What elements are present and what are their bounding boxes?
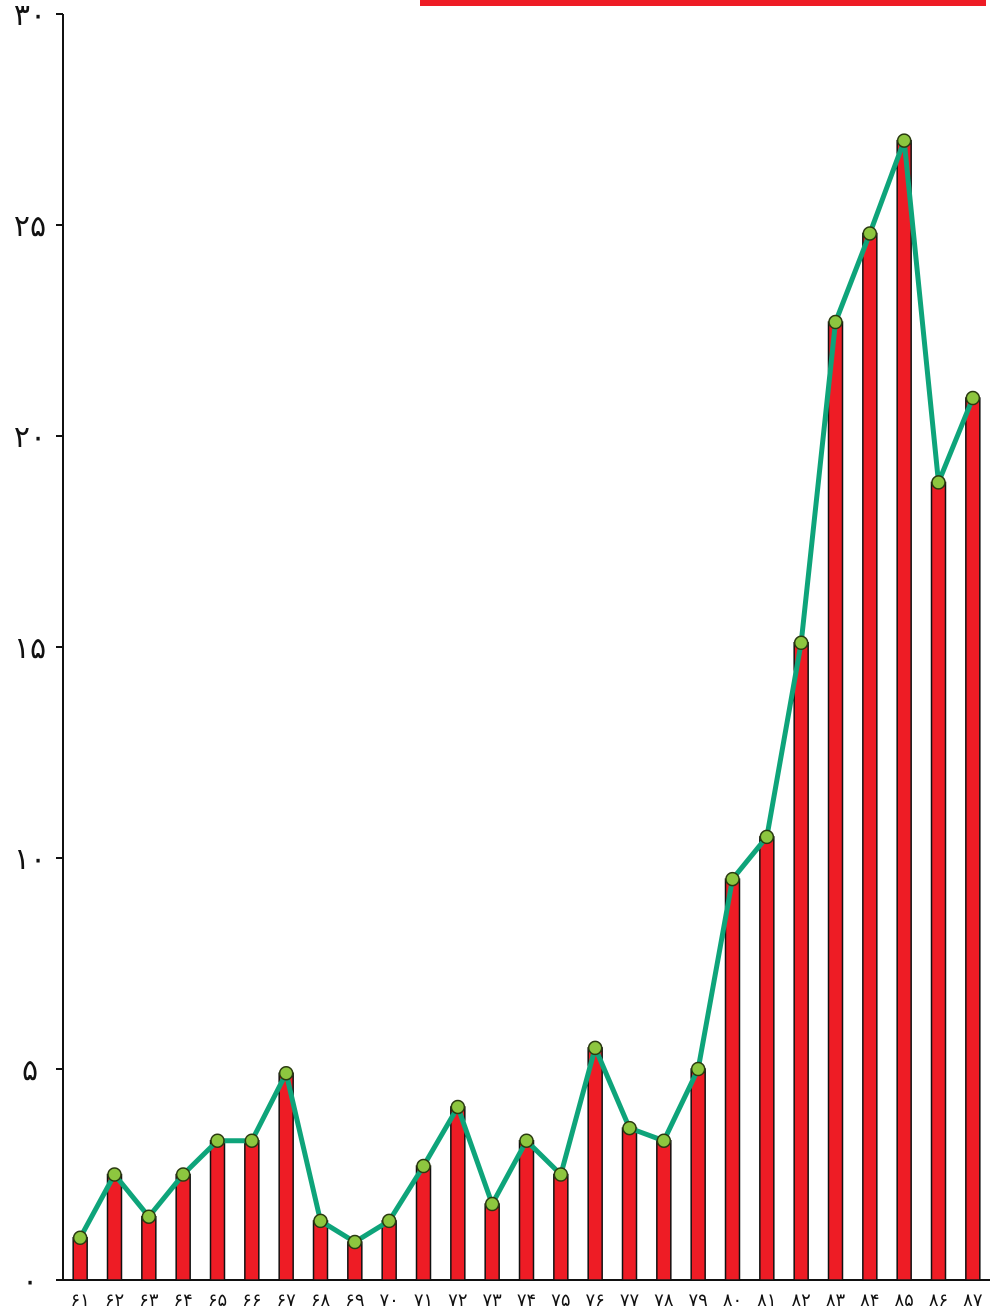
bar xyxy=(827,321,844,1281)
x-tick-label: ۶۱ xyxy=(70,1290,89,1311)
data-point xyxy=(759,829,775,845)
x-tick-label: ۷۷ xyxy=(620,1290,640,1311)
data-point xyxy=(107,1167,122,1182)
bar xyxy=(209,1139,226,1281)
bar xyxy=(450,1106,466,1281)
x-tick-label: ۷۱ xyxy=(414,1290,433,1311)
data-point xyxy=(450,1099,466,1115)
bar xyxy=(312,1220,329,1281)
data-point xyxy=(931,475,946,490)
bar xyxy=(244,1139,260,1281)
data-point xyxy=(793,635,809,651)
bar xyxy=(415,1165,432,1281)
bar xyxy=(896,139,912,1281)
bar-series xyxy=(72,139,981,1281)
x-tick-label: ۷۸ xyxy=(654,1290,674,1311)
x-tick-label: ۶۹ xyxy=(345,1290,364,1311)
y-tick-label: ۳۰ xyxy=(14,0,46,33)
bar xyxy=(793,642,809,1281)
data-point xyxy=(244,1133,260,1148)
data-point xyxy=(690,1061,706,1077)
data-point xyxy=(896,133,912,148)
bar xyxy=(759,836,775,1281)
data-point xyxy=(553,1167,569,1182)
data-point xyxy=(656,1133,672,1148)
data-point xyxy=(210,1133,225,1148)
bar xyxy=(862,232,878,1281)
x-tick-label: ۶۶ xyxy=(242,1290,261,1311)
data-point xyxy=(965,390,981,406)
data-point xyxy=(587,1040,603,1056)
data-point xyxy=(828,314,843,330)
x-tick-label: ۷۴ xyxy=(517,1290,536,1311)
bar xyxy=(690,1068,706,1281)
x-tick-label: ۷۳ xyxy=(482,1290,502,1311)
y-tick-label: ۰ xyxy=(22,1264,38,1299)
x-tick-label: ۶۲ xyxy=(105,1290,124,1311)
data-point xyxy=(484,1196,500,1212)
x-axis-labels: ۶۱ ۶۲ ۶۳ ۶۴ ۶۵ ۶۶ ۶۷ ۶۸ ۶۹ ۷۰ ۷۱ ۷۲ ۷۳ ۷۴ ۷۵ ۷۶ ۷۷ ۷۸ ۷۹ ۸۰… xyxy=(70,1290,982,1311)
data-point xyxy=(862,226,878,241)
x-tick-label: ۶۵ xyxy=(208,1290,227,1311)
data-point xyxy=(519,1133,534,1148)
x-tick-label: ۶۳ xyxy=(139,1290,159,1311)
bar xyxy=(553,1173,569,1281)
data-point xyxy=(347,1234,363,1250)
data-point xyxy=(416,1158,431,1174)
bar xyxy=(621,1127,638,1281)
x-tick-label: ۸۴ xyxy=(860,1290,879,1311)
data-point xyxy=(725,871,740,887)
y-tick-label: ۱۵ xyxy=(14,631,46,666)
bar xyxy=(141,1215,157,1281)
bar xyxy=(518,1139,535,1281)
x-tick-label: ۷۰ xyxy=(379,1290,398,1311)
x-tick-label: ۸۵ xyxy=(894,1290,913,1311)
data-point xyxy=(72,1230,88,1246)
header-accent-bar xyxy=(420,0,986,6)
data-point xyxy=(278,1065,294,1081)
x-tick-label: ۶۷ xyxy=(276,1290,296,1311)
x-tick-label: ۶۸ xyxy=(311,1290,331,1311)
x-tick-label: ۷۹ xyxy=(688,1290,707,1311)
x-tick-label: ۷۵ xyxy=(551,1290,570,1311)
x-tick-label: ۸۷ xyxy=(963,1290,983,1311)
x-tick-label: ۸۱ xyxy=(757,1290,776,1311)
data-point xyxy=(622,1120,637,1136)
y-tick-label: ۲۵ xyxy=(14,209,46,244)
line-markers xyxy=(72,133,981,1250)
bar xyxy=(656,1139,672,1281)
bar xyxy=(484,1203,500,1281)
bar xyxy=(965,397,981,1281)
x-tick-label: ۸۰ xyxy=(723,1290,742,1311)
y-axis-ticks: ۰ ۵ ۱۰ ۱۵ ۲۰ ۲۵ ۳۰ xyxy=(14,0,63,1299)
x-tick-label: ۸۶ xyxy=(929,1290,948,1311)
x-tick-label: ۸۳ xyxy=(826,1290,846,1311)
y-tick-label: ۵ xyxy=(22,1053,38,1088)
x-tick-label: ۶۴ xyxy=(173,1290,192,1311)
data-point xyxy=(141,1209,157,1224)
bar xyxy=(587,1047,603,1281)
bar xyxy=(175,1173,191,1281)
x-tick-label: ۸۲ xyxy=(791,1290,810,1311)
x-tick-label: ۷۶ xyxy=(585,1290,604,1311)
bar xyxy=(930,481,947,1281)
bar xyxy=(381,1220,397,1281)
bar xyxy=(106,1173,123,1281)
x-tick-label: ۷۲ xyxy=(448,1290,467,1311)
data-point xyxy=(175,1167,191,1182)
data-point xyxy=(381,1213,397,1229)
bar xyxy=(724,878,741,1281)
data-point xyxy=(313,1213,328,1229)
y-tick-label: ۱۰ xyxy=(14,842,46,877)
y-tick-label: ۲۰ xyxy=(14,420,46,455)
